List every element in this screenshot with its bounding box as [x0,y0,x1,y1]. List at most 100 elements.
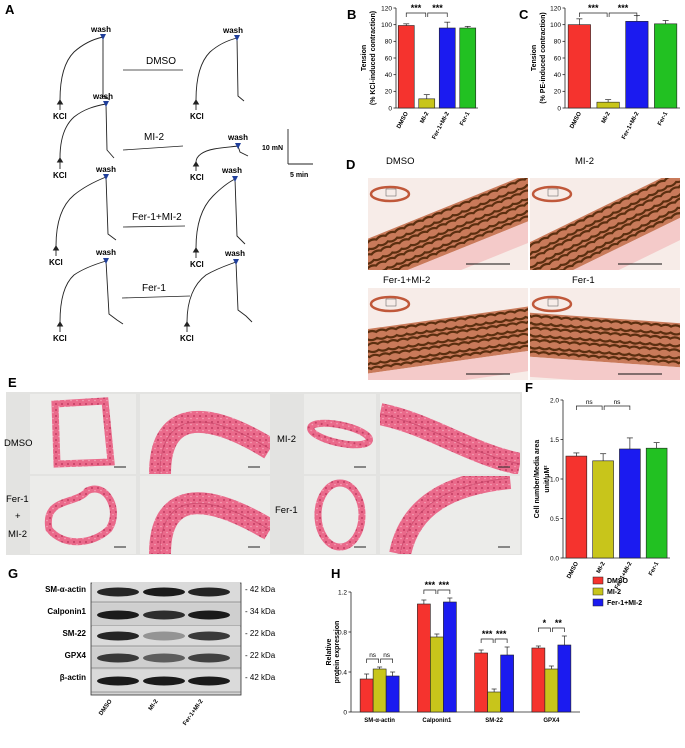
kda-label: - 42 kDa [245,673,276,682]
significance-label: * [543,618,547,628]
vessel-wall [530,310,680,380]
condition-fer1-mi2: Fer-1+MI-2 [132,212,182,223]
band-sm-actin [188,587,230,597]
x-tick-label: SM-22 [485,718,503,724]
band-sm-22 [97,631,139,641]
y-tick-label: 1.5 [550,437,559,444]
panel-e-histology: DMSO MI-2 Fer-1 + MI-2 Fer-1 [4,392,522,555]
vessel-ring [51,397,115,468]
y-axis-label: Relative [326,638,333,665]
thumbnail-box [547,188,559,197]
legend-swatch [592,587,604,596]
protein-label: SM-α-actin [45,585,86,594]
band-calponin1 [188,610,230,620]
condition-fer1: Fer-1 [142,283,166,294]
band-gpx4 [143,653,185,663]
y-tick-label: 100 [550,22,561,29]
bar-fer-1-mi-2 [557,644,572,713]
trace-fer1-right [186,261,253,323]
significance-label: ns [586,399,594,406]
bar-fer-1-mi-2 [385,675,400,713]
elastic-lamina [530,335,680,355]
significance-label: *** [618,3,629,13]
protein-label: SM-22 [62,629,86,638]
protein-label: GPX4 [65,651,87,660]
thumbnail-ring [531,295,573,313]
label-d-mi2: MI-2 [575,156,594,167]
y-tick-label: 80 [385,39,393,46]
bar-dmso [397,25,415,109]
significance-bracket [603,405,631,410]
thumbnail-ring [531,185,573,203]
label-e-fer1b: Fer-1 [275,505,298,516]
he-image-3 [380,394,520,474]
band-sm-22 [143,631,185,641]
panel-letter-c: C [519,7,529,22]
kcl-label: KCl [53,334,67,343]
elastic-lamina [530,331,680,351]
label-d-dmso: DMSO [386,156,415,167]
kda-label: - 22 kDa [245,651,276,660]
elastic-lamina [530,178,680,270]
legend-label: Fer-1+MI-2 [607,600,642,607]
wash-labels: wash wash wash wash wash wash wash wash [90,25,248,258]
panel-letter-h: H [331,566,340,581]
elastic-lamina [530,189,680,270]
significance-label: ns [383,652,391,659]
x-tick-label: Fer-1+MI-2 [621,111,641,141]
trace-fer1-left [59,260,124,325]
lane-label: Fer-1+MI-2 [182,698,205,727]
significance-bracket [427,12,448,17]
chart-f: 0.0 0.5 1.0 1.5 2.0 Cell number/Media area uni… [534,397,670,591]
significance-label: *** [439,580,450,590]
elastic-lamina [368,178,528,266]
bar-dmso [474,652,488,713]
band-gpx4 [97,653,139,663]
panel-letter-d: D [346,157,355,172]
band-calponin1 [97,610,139,620]
y-tick-label: 80 [554,39,562,46]
elastin-image-3 [530,288,680,380]
y-tick-label: 0 [388,105,392,112]
bar-fer-1-mi-2 [500,654,514,713]
panel-letter-a: A [5,2,15,17]
elastic-lamina [368,178,528,270]
bar-mi-2 [418,98,436,109]
panel-letter-e: E [8,375,17,390]
band-gpx4 [188,653,230,663]
wash-label: wash [95,165,116,174]
legend-label: MI-2 [607,589,621,596]
bar-fer-1 [459,27,477,109]
bar-dmso [531,647,546,713]
vessel-ring [314,479,366,551]
significance-label: ns [369,652,377,659]
y-axis-label-2: protein expression [334,621,341,684]
kcl-label: KCl [190,112,204,121]
chart-h: 0 0.4 0.8 1.2 Relative protein expression ns ns… [326,576,642,724]
bar-fer-1-mi-2 [625,21,649,109]
y-tick-label: 40 [385,72,393,79]
label-e-mi2b: MI-2 [8,529,27,540]
lane-label: DMSO [98,698,113,716]
significance-bracket [405,12,427,17]
y-tick-label: 100 [381,22,392,29]
kda-label: - 42 kDa [245,585,276,594]
trace-mi2-right [195,145,249,163]
x-tick-label: MI-2 [601,111,612,125]
lane-label: MI-2 [148,698,160,712]
thumbnail-box [547,298,559,307]
bar-mi-2 [544,668,559,713]
significance-bracket [608,12,638,17]
vessel-wall [368,178,528,270]
bar-dmso [359,678,374,713]
bar-fer-1 [645,447,668,559]
kcl-arrows [52,99,200,332]
legend-swatch [592,576,604,585]
significance-bracket [494,638,508,643]
y-tick-label: 1.2 [338,589,347,596]
y-axis-label: Tension [361,45,368,71]
y-axis-label-2: unit/μM² [544,465,551,493]
significance-bracket [576,405,603,410]
x-tick-label: SM-α-actin [364,718,395,724]
